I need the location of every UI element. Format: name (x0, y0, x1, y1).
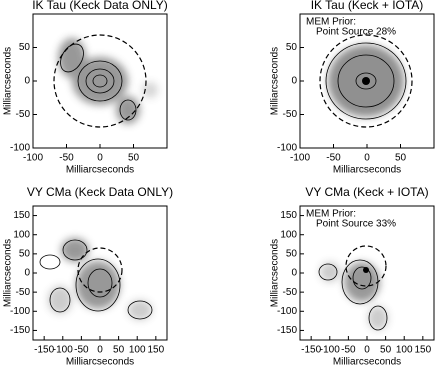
annotation: Point Source 33% (316, 219, 396, 230)
panel-title: VY CMa (Keck Data ONLY) (27, 185, 173, 199)
annotation: Point Source 28% (316, 27, 396, 38)
image (39, 238, 153, 320)
x-tick-label: 0 (97, 345, 103, 356)
x-tick-label: 50 (380, 345, 392, 356)
x-tick-label: -150 (301, 345, 321, 356)
image (319, 34, 413, 128)
x-tick-label: -50 (74, 345, 89, 356)
panel-title: VY CMa (Keck + IOTA) (305, 185, 428, 199)
y-tick-label: 100 (280, 229, 297, 240)
y-tick-label: 0 (24, 268, 30, 279)
x-axis-label: Milliarcseconds (66, 165, 134, 176)
x-tick-label: -50 (59, 153, 74, 164)
y-tick-label: -50 (283, 287, 298, 298)
y-tick-label: 0 (24, 76, 30, 87)
y-tick-label: -100 (277, 143, 297, 154)
x-tick-label: 0 (364, 153, 370, 164)
y-tick-label: 150 (13, 210, 30, 221)
x-tick-label: 100 (129, 345, 146, 356)
y-tick-label: -100 (277, 306, 297, 317)
x-tick-label: 150 (414, 345, 431, 356)
y-tick-label: -50 (283, 109, 298, 120)
y-tick-label: -150 (10, 325, 30, 336)
y-tick-label: 100 (13, 229, 30, 240)
x-tick-label: -50 (341, 345, 356, 356)
x-axis-label: Milliarcseconds (66, 357, 134, 365)
y-tick-label: -50 (16, 109, 31, 120)
y-tick-label: -50 (16, 287, 31, 298)
y-axis-label: Milliarcseconds (3, 239, 14, 307)
x-tick-label: -50 (326, 153, 341, 164)
y-tick-label: 50 (19, 248, 31, 259)
y-tick-label: -150 (277, 325, 297, 336)
y-tick-label: -100 (10, 306, 30, 317)
annotation: MEM Prior: (306, 209, 356, 220)
x-tick-label: 150 (147, 345, 164, 356)
x-tick-label: -100 (320, 345, 340, 356)
y-axis-label: Milliarcseconds (270, 239, 281, 307)
y-tick-label: 50 (19, 42, 31, 53)
x-axis-label: Milliarcseconds (333, 165, 401, 176)
y-tick-label: 0 (291, 268, 297, 279)
x-tick-label: -100 (23, 153, 43, 164)
y-tick-label: 50 (286, 248, 298, 259)
x-tick-label: -150 (34, 345, 54, 356)
x-tick-label: -100 (290, 153, 310, 164)
x-tick-label: -100 (53, 345, 73, 356)
image (53, 34, 158, 128)
y-axis-label: Milliarcseconds (3, 47, 14, 115)
x-tick-label: 50 (128, 153, 140, 164)
x-tick-label: 0 (364, 345, 370, 356)
x-tick-label: 0 (97, 153, 103, 164)
y-tick-label: 150 (280, 210, 297, 221)
y-tick-label: 50 (286, 42, 298, 53)
y-axis-label: Milliarcseconds (270, 47, 281, 115)
x-tick-label: 100 (396, 345, 413, 356)
y-tick-label: 0 (291, 76, 297, 87)
image (318, 245, 388, 331)
x-tick-label: 50 (113, 345, 125, 356)
panel-title: IK Tau (Keck Data ONLY) (32, 0, 168, 12)
y-tick-label: -100 (10, 143, 30, 154)
x-axis-label: Milliarcseconds (333, 357, 401, 365)
panel-title: IK Tau (Keck + IOTA) (311, 0, 424, 12)
x-tick-label: 50 (395, 153, 407, 164)
annotation: MEM Prior: (306, 17, 356, 28)
